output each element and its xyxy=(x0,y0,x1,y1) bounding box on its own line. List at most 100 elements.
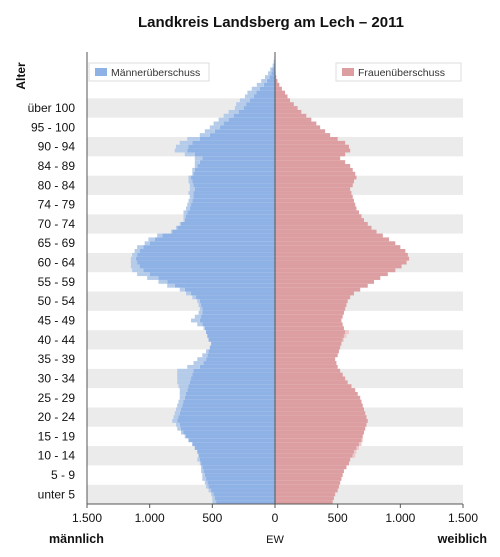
male-bar xyxy=(181,221,275,226)
y-tick-label: 25 - 29 xyxy=(38,391,76,405)
male-surplus-bar xyxy=(167,283,175,288)
female-surplus-bar xyxy=(343,334,347,338)
male-surplus-bar xyxy=(264,75,270,80)
female-bar xyxy=(275,279,375,284)
y-tick-label: 90 - 94 xyxy=(38,140,76,154)
male-bar xyxy=(193,191,275,195)
male-bar xyxy=(149,241,275,246)
female-bar xyxy=(275,318,342,323)
male-bar xyxy=(158,276,275,280)
male-bar xyxy=(203,361,275,365)
female-bar xyxy=(275,264,402,269)
female-bar xyxy=(275,345,341,350)
male-bar xyxy=(143,245,275,250)
female-bar xyxy=(275,426,366,431)
female-bar xyxy=(275,187,351,192)
male-bar xyxy=(149,272,275,277)
male-bar xyxy=(192,179,275,184)
female-bar xyxy=(275,106,298,110)
female-bar xyxy=(275,225,372,230)
male-bar xyxy=(199,318,275,323)
male-surplus-bar xyxy=(194,160,200,165)
male-surplus-bar xyxy=(186,206,190,211)
male-surplus-bar xyxy=(197,299,200,304)
male-bar xyxy=(208,337,275,342)
male-bar xyxy=(201,303,275,307)
male-bar xyxy=(256,90,275,95)
female-bar xyxy=(275,148,351,153)
male-bar xyxy=(193,171,275,176)
female-bar xyxy=(275,419,368,423)
female-bar xyxy=(275,442,359,447)
female-bar xyxy=(275,94,288,99)
male-surplus-bar xyxy=(193,361,204,365)
female-bar xyxy=(275,465,347,470)
male-bar xyxy=(179,422,275,427)
male-surplus-bar xyxy=(188,198,193,203)
y-tick-label: 5 - 9 xyxy=(51,468,75,482)
male-surplus-bar xyxy=(177,403,183,408)
y-tick-label: 50 - 54 xyxy=(38,294,76,308)
female-surplus-bar xyxy=(356,446,359,450)
male-surplus-bar xyxy=(144,241,150,246)
legend-female-swatch xyxy=(342,68,354,76)
male-surplus-bar xyxy=(137,245,144,250)
male-bar xyxy=(199,457,275,462)
male-surplus-bar xyxy=(194,164,198,168)
male-bar xyxy=(246,102,275,107)
female-bar xyxy=(275,156,341,161)
female-bar xyxy=(275,407,364,412)
female-bar xyxy=(275,337,343,342)
male-surplus-bar xyxy=(186,291,192,296)
y-tick-label: 35 - 39 xyxy=(38,352,76,366)
female-bar xyxy=(275,152,346,157)
female-bar xyxy=(275,306,346,311)
female-bar xyxy=(275,314,343,319)
male-bar xyxy=(208,349,275,354)
male-bar xyxy=(193,368,275,373)
male-bar xyxy=(191,291,275,296)
female-bar xyxy=(275,299,348,304)
male-bar xyxy=(253,94,275,99)
y-tick-label: 80 - 84 xyxy=(38,178,76,192)
male-surplus-bar xyxy=(239,98,250,103)
female-bar xyxy=(275,167,353,172)
male-bar xyxy=(179,411,275,416)
female-bar xyxy=(275,388,356,392)
male-surplus-bar xyxy=(202,476,207,481)
y-axis-label: Alter xyxy=(14,62,28,90)
female-bar xyxy=(275,249,406,253)
male-surplus-bar xyxy=(209,125,220,130)
male-surplus-bar xyxy=(192,167,195,172)
chart-title: Landkreis Landsberg am Lech – 2011 xyxy=(138,14,404,31)
female-bar xyxy=(275,372,343,377)
female-surplus-bar xyxy=(358,442,362,447)
male-bar xyxy=(273,63,275,68)
male-bar xyxy=(197,449,275,454)
x-tick-label: 1.500 xyxy=(448,511,478,525)
female-bar xyxy=(275,121,317,126)
male-bar xyxy=(189,380,275,385)
female-bar xyxy=(275,191,352,195)
male-bar xyxy=(201,314,275,319)
male-surplus-bar xyxy=(132,268,144,273)
male-bar xyxy=(194,152,275,157)
y-tick-label: 55 - 59 xyxy=(38,275,76,289)
male-bar xyxy=(184,287,275,292)
male-bar xyxy=(188,438,275,443)
male-surplus-bar xyxy=(157,233,163,238)
female-bar xyxy=(275,380,348,385)
female-bar xyxy=(275,171,356,176)
male-bar xyxy=(228,117,275,122)
male-surplus-bar xyxy=(197,322,203,327)
male-bar xyxy=(206,330,275,335)
female-bar xyxy=(275,384,352,389)
legend-female: Frauenüberschuss xyxy=(335,62,462,82)
female-bar xyxy=(275,252,408,257)
male-bar xyxy=(137,260,275,265)
female-bar xyxy=(275,241,396,246)
male-bar xyxy=(178,415,275,420)
female-bar xyxy=(275,256,410,261)
y-tick-label: unter 5 xyxy=(38,487,76,501)
male-bar xyxy=(208,484,275,489)
